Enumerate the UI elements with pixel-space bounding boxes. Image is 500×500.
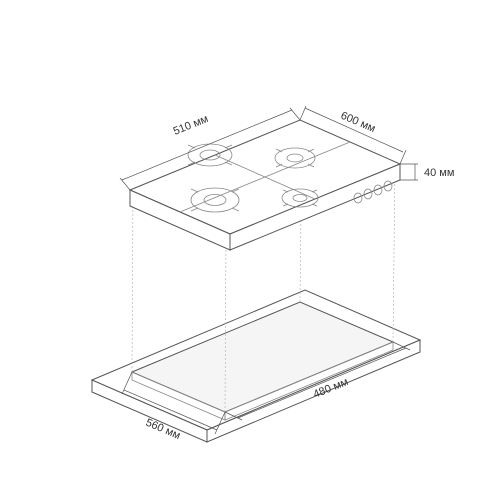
dim-label: 510 мм [172,113,210,138]
countertop [92,290,420,442]
dim-cooktop-height: 40 мм [400,164,454,180]
dim-label: 600 мм [339,110,377,135]
cooktop [130,120,400,250]
cooktop-diagram: .outline { fill: none; stroke: #555; str… [0,0,500,500]
dim-label: 40 мм [424,167,454,179]
